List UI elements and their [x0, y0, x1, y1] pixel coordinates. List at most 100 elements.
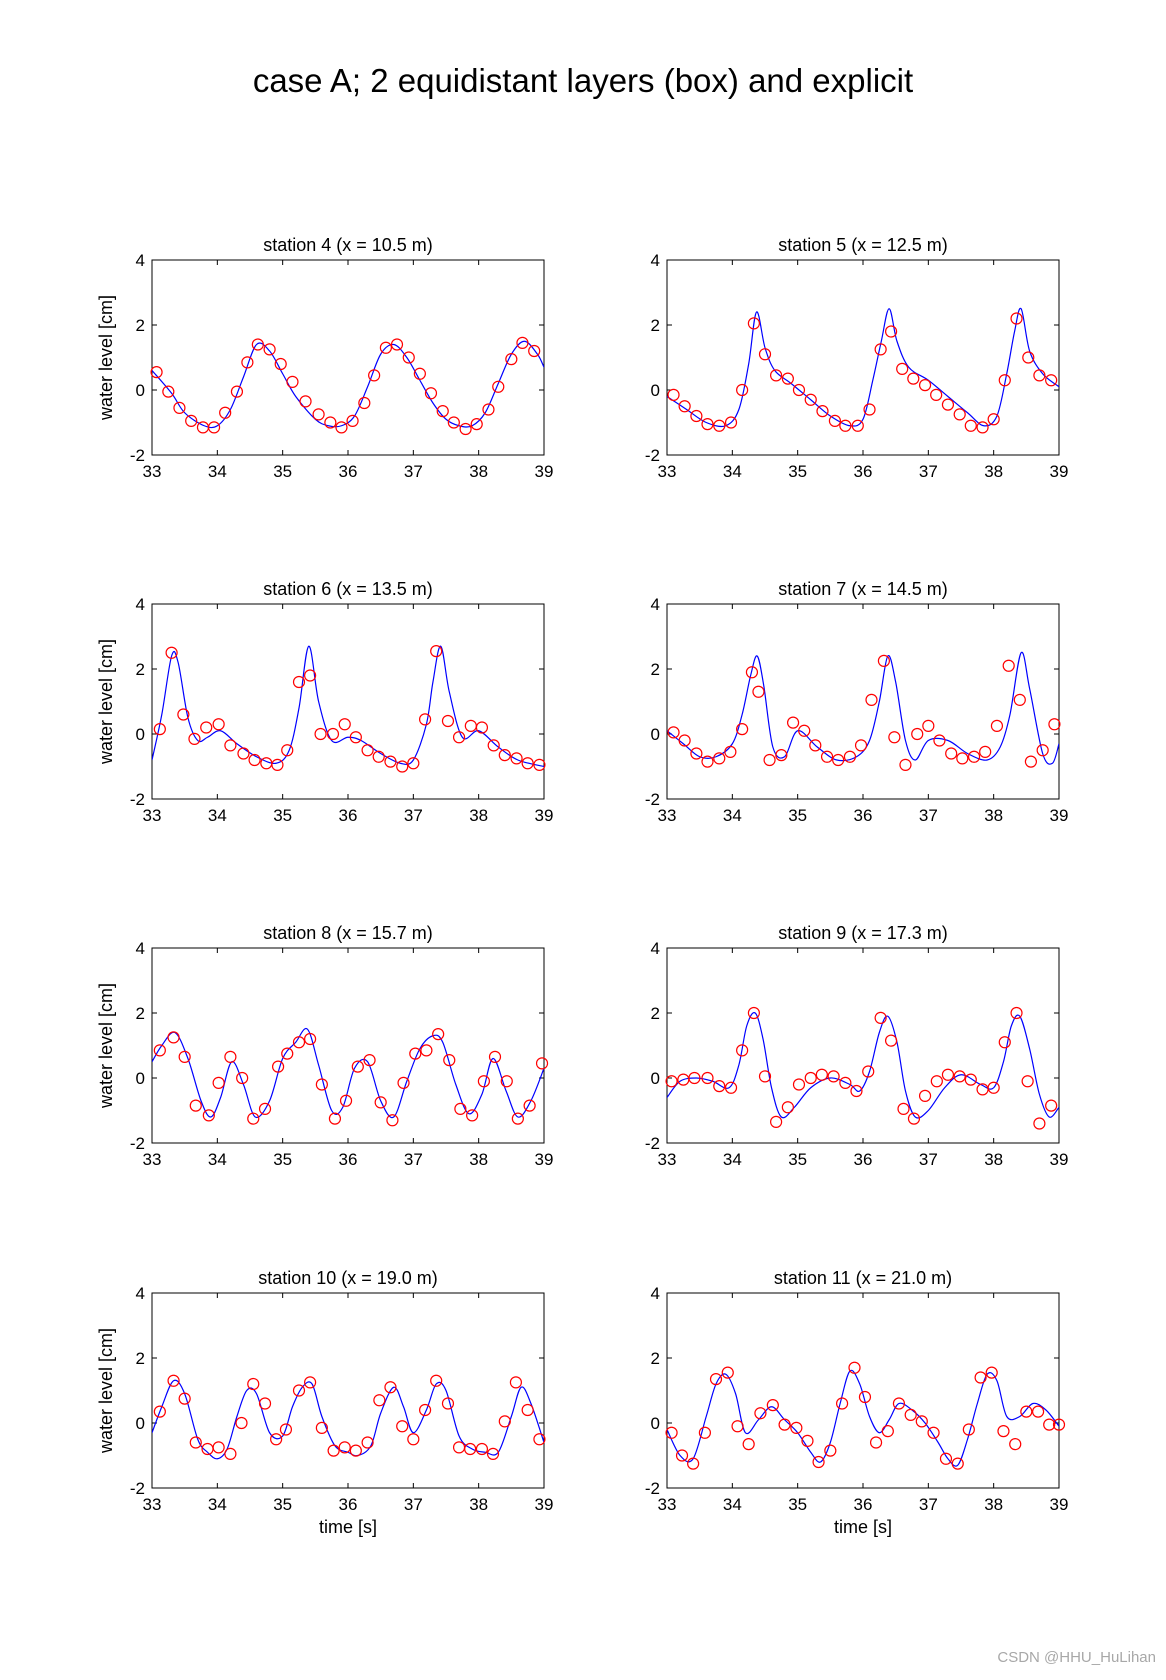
axes-box — [666, 603, 1060, 800]
observed-point — [770, 369, 783, 382]
y-tick-label: 2 — [136, 1349, 145, 1368]
observed-point — [827, 1070, 840, 1083]
observed-point — [418, 713, 432, 726]
observed-point — [713, 419, 726, 432]
y-tick-label: -2 — [130, 790, 145, 809]
x-tick-label: 36 — [854, 462, 873, 481]
x-tick-label: 37 — [404, 806, 423, 825]
observed-point — [956, 752, 969, 765]
observed-point — [327, 1444, 340, 1457]
observed-point — [758, 1070, 772, 1083]
observed-point — [798, 724, 811, 737]
observed-point — [1009, 1438, 1022, 1451]
observed-point — [964, 1073, 977, 1086]
observed-point — [792, 1078, 806, 1091]
y-tick-label: 0 — [136, 1069, 145, 1088]
observed-point — [930, 1075, 943, 1088]
model-series-line — [152, 1027, 544, 1119]
observed-point — [690, 409, 703, 423]
observed-point — [224, 1050, 237, 1063]
observed-point — [178, 1392, 191, 1405]
observed-point — [452, 731, 466, 744]
observed-point — [953, 408, 966, 421]
observed-point — [384, 755, 397, 768]
observed-point — [165, 646, 178, 659]
observed-point — [922, 719, 935, 732]
observed-point — [384, 1381, 397, 1394]
observed-point — [248, 753, 261, 767]
observed-point — [339, 1094, 353, 1107]
observed-point — [202, 1109, 215, 1122]
observed-point — [930, 388, 943, 401]
observed-point — [911, 727, 924, 741]
observed-point — [338, 718, 351, 731]
observed-point — [1048, 718, 1061, 731]
observed-point — [1036, 744, 1049, 757]
x-tick-label: 33 — [143, 1495, 162, 1514]
observed-point — [173, 401, 186, 414]
observed-point — [407, 757, 420, 770]
x-tick-label: 39 — [535, 462, 554, 481]
observed-point — [237, 747, 250, 760]
observed-point — [363, 1054, 376, 1067]
observed-point — [486, 1447, 500, 1460]
observed-point — [927, 1426, 940, 1439]
observed-point — [279, 1423, 293, 1436]
subplot-title: station 9 (x = 17.3 m) — [778, 923, 948, 943]
y-tick-label: 0 — [136, 725, 145, 744]
x-tick-label: 38 — [469, 1150, 488, 1169]
observed-point — [851, 419, 864, 432]
observed-point — [263, 343, 276, 356]
observed-point — [1010, 1006, 1023, 1020]
observed-point — [801, 1434, 814, 1447]
observed-point — [809, 739, 822, 752]
observed-point — [941, 398, 955, 411]
observed-point — [678, 734, 691, 747]
y-tick-label: 0 — [651, 381, 660, 400]
observed-point — [390, 338, 404, 351]
observed-point — [709, 1373, 723, 1386]
observed-point — [162, 385, 175, 398]
observed-point — [678, 400, 691, 413]
observed-point — [742, 1438, 755, 1451]
subplot-title: station 5 (x = 12.5 m) — [778, 235, 948, 255]
model-series-line — [667, 307, 1059, 428]
subplot-title: station 7 (x = 14.5 m) — [778, 579, 948, 599]
x-tick-label: 35 — [273, 1150, 292, 1169]
y-tick-label: 0 — [136, 381, 145, 400]
observed-point — [945, 747, 958, 760]
observed-point — [533, 758, 546, 771]
observed-point — [397, 1076, 410, 1089]
x-tick-label: 34 — [208, 1495, 227, 1514]
observed-point — [835, 1397, 849, 1410]
observed-point — [839, 419, 852, 432]
observed-point — [701, 418, 714, 431]
observed-point — [528, 344, 541, 358]
observed-point — [430, 1374, 443, 1387]
axes-box — [151, 1292, 545, 1489]
observed-point — [436, 405, 449, 418]
observed-point — [892, 1397, 906, 1410]
model-series-line — [152, 1379, 544, 1460]
x-tick-label: 34 — [208, 462, 227, 481]
observed-point — [745, 666, 759, 679]
observed-point — [324, 416, 337, 429]
observed-point — [998, 374, 1011, 387]
observed-point — [915, 1415, 928, 1428]
observed-point — [884, 325, 898, 338]
observed-point — [432, 1028, 445, 1041]
observed-point — [918, 1089, 932, 1102]
x-tick-label: 39 — [1050, 806, 1069, 825]
observed-point — [747, 317, 760, 330]
observed-point — [724, 416, 738, 429]
observed-point — [781, 1101, 794, 1114]
observed-point — [212, 1441, 225, 1454]
y-tick-label: 4 — [136, 251, 145, 270]
observed-point — [281, 1047, 294, 1060]
x-tick-label: 37 — [919, 1150, 938, 1169]
observed-point — [386, 1114, 399, 1127]
observed-point — [304, 1032, 317, 1046]
observed-point — [907, 372, 920, 385]
observed-point — [687, 1457, 700, 1470]
y-tick-label: 2 — [136, 660, 145, 679]
